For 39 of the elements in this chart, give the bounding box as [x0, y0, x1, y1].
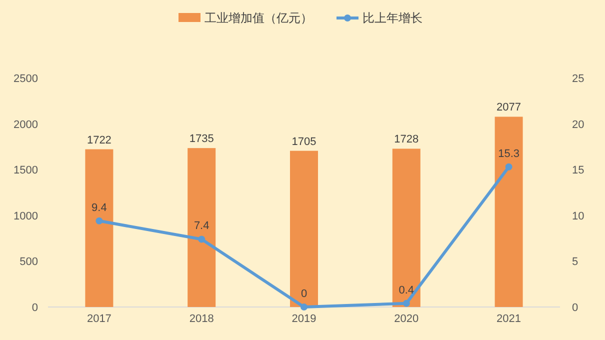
- point: [96, 217, 103, 224]
- data-label: 1722: [86, 134, 112, 146]
- point: [402, 300, 410, 307]
- data-label: 1735: [189, 133, 214, 146]
- x-tick-label: 2019: [292, 313, 316, 325]
- x-tick-label: 2020: [394, 313, 419, 325]
- point: [300, 304, 308, 310]
- y2-tick-label: 0: [572, 302, 578, 314]
- y-tick-label: 2500: [14, 73, 38, 85]
- y-tick-label: 1500: [14, 164, 38, 177]
- y2-tick-label: 10: [572, 210, 584, 222]
- data-label: 9.4: [92, 202, 107, 214]
- y-tick-label: 2000: [14, 118, 38, 131]
- point: [198, 236, 206, 243]
- x-tick-label: 2017: [86, 313, 112, 325]
- y-tick-label: 0: [32, 302, 38, 314]
- bar: [188, 148, 216, 307]
- data-label: 7.4: [194, 220, 210, 232]
- y2-tick-label: 15: [572, 164, 584, 177]
- data-label: 0.4: [398, 284, 414, 296]
- legend-label: 比上年增长: [362, 11, 422, 25]
- x-tick-label: 2018: [189, 313, 214, 325]
- y2-tick-label: 20: [572, 118, 584, 131]
- bar: [392, 148, 420, 307]
- data-label: 15.3: [498, 148, 520, 160]
- data-label: 1705: [292, 136, 316, 148]
- bar: [85, 149, 114, 307]
- y2-tick-label: 25: [572, 73, 584, 85]
- bar: [494, 116, 523, 307]
- data-label: 0: [300, 288, 308, 300]
- y2-tick-label: 5: [572, 256, 578, 268]
- bar: [290, 150, 318, 307]
- y-tick-label: 1000: [14, 210, 38, 222]
- x-tick-label: 2021: [496, 313, 522, 325]
- legend-label: 工业增加值（亿元）: [204, 11, 312, 25]
- y-tick-label: 500: [20, 256, 38, 268]
- data-label: 1728: [394, 134, 419, 146]
- point: [505, 163, 512, 170]
- data-label: 2077: [496, 102, 522, 114]
